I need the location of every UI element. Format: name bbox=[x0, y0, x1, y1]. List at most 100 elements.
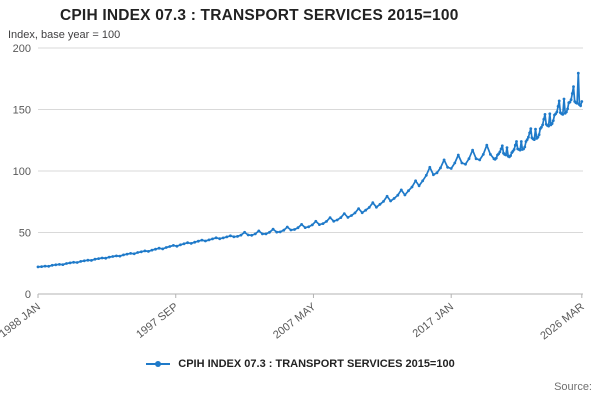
series-point-marker bbox=[147, 250, 150, 253]
series-point-marker bbox=[562, 97, 566, 101]
series-point-marker bbox=[527, 135, 530, 139]
series-point-marker bbox=[464, 162, 467, 166]
series-point-marker bbox=[61, 263, 65, 266]
series-point-marker bbox=[399, 188, 403, 192]
series-point-marker bbox=[90, 259, 93, 262]
series-point-marker bbox=[499, 147, 503, 151]
series-point-marker bbox=[467, 157, 471, 161]
series-point-marker bbox=[513, 143, 517, 147]
source-label: Source: bbox=[554, 381, 592, 393]
series-point-marker bbox=[396, 193, 400, 197]
series-point-marker bbox=[50, 263, 54, 267]
series-point-marker bbox=[293, 228, 296, 231]
series-point-marker bbox=[540, 125, 543, 129]
series-point-marker bbox=[196, 239, 200, 243]
series-point-marker bbox=[211, 237, 214, 241]
series-point-marker bbox=[257, 229, 261, 233]
series-point-marker bbox=[572, 85, 575, 89]
series-point-marker bbox=[561, 113, 565, 116]
series-point-marker bbox=[580, 100, 584, 103]
series-point-marker bbox=[570, 92, 574, 95]
series-point-marker bbox=[550, 122, 554, 125]
series-point-marker bbox=[218, 237, 222, 241]
series-point-marker bbox=[72, 260, 75, 264]
series-point-marker bbox=[125, 252, 129, 256]
series-point-marker bbox=[289, 228, 293, 232]
series-point-marker bbox=[300, 223, 303, 226]
series-point-marker bbox=[75, 261, 79, 264]
x-tick-label: 1997 SEP bbox=[134, 301, 180, 341]
series-point-marker bbox=[36, 265, 40, 269]
series-point-marker bbox=[143, 249, 147, 253]
series-point-marker bbox=[449, 167, 453, 170]
series-point-marker bbox=[221, 236, 225, 240]
series-point-marker bbox=[518, 148, 522, 152]
series-point-marker bbox=[579, 104, 582, 108]
series-point-marker bbox=[278, 230, 282, 234]
series-point-marker bbox=[414, 179, 417, 183]
series-point-marker bbox=[576, 71, 580, 75]
series-point-marker bbox=[534, 127, 537, 131]
series-point-marker bbox=[389, 199, 392, 203]
series-point-marker bbox=[367, 206, 371, 209]
series-point-marker bbox=[432, 173, 435, 177]
series-point-marker bbox=[285, 225, 289, 229]
series-point-marker bbox=[547, 124, 550, 128]
series-point-marker bbox=[375, 205, 378, 209]
series-point-marker bbox=[43, 264, 47, 268]
series-point-marker bbox=[225, 235, 229, 239]
series-point-marker bbox=[548, 112, 552, 116]
series-point-marker bbox=[275, 230, 279, 234]
series-point-marker bbox=[65, 262, 68, 265]
series-point-marker bbox=[175, 244, 179, 248]
series-point-marker bbox=[428, 165, 432, 169]
series-point-marker bbox=[505, 146, 509, 149]
series-point-marker bbox=[139, 250, 143, 254]
series-point-marker bbox=[200, 238, 204, 242]
series-point-marker bbox=[339, 216, 343, 220]
series-point-marker bbox=[136, 251, 140, 254]
series-line bbox=[37, 72, 583, 268]
series-point-marker bbox=[303, 226, 307, 230]
series-point-marker bbox=[500, 144, 504, 148]
series-point-marker bbox=[353, 211, 357, 215]
series-point-marker bbox=[407, 189, 410, 193]
series-point-marker bbox=[229, 234, 232, 238]
series-point-marker bbox=[68, 261, 72, 265]
series-point-marker bbox=[529, 127, 533, 130]
series-point-marker bbox=[243, 230, 247, 234]
series-point-marker bbox=[111, 255, 115, 258]
series-point-marker bbox=[525, 138, 529, 141]
series-point-marker bbox=[318, 223, 321, 227]
series-point-marker bbox=[424, 173, 428, 177]
series-point-marker bbox=[325, 220, 328, 223]
series-point-marker bbox=[474, 157, 478, 161]
series-point-marker bbox=[79, 260, 83, 263]
chart-legend: CPIH INDEX 07.3 : TRANSPORT SERVICES 201… bbox=[0, 358, 600, 370]
series-point-marker bbox=[551, 119, 555, 122]
series-point-marker bbox=[543, 113, 547, 116]
series-point-marker bbox=[58, 263, 61, 266]
series-point-marker bbox=[214, 236, 218, 240]
series-point-marker bbox=[435, 171, 439, 175]
series-point-marker bbox=[172, 244, 175, 247]
series-point-marker bbox=[193, 240, 197, 244]
series-point-marker bbox=[321, 222, 325, 226]
series-point-marker bbox=[204, 239, 207, 243]
series-point-marker bbox=[453, 161, 457, 165]
series-point-marker bbox=[150, 248, 154, 252]
series-point-marker bbox=[498, 150, 502, 154]
series-point-marker bbox=[332, 219, 336, 223]
y-tick-label: 50 bbox=[19, 228, 31, 240]
series-point-marker bbox=[442, 158, 446, 162]
series-point-marker bbox=[296, 226, 300, 230]
series-point-marker bbox=[264, 232, 268, 236]
series-point-marker bbox=[310, 223, 314, 227]
series-point-marker bbox=[271, 227, 275, 231]
legend-line-marker-icon bbox=[146, 361, 171, 367]
chart-plot-area: 0 50 100 150 200 1988 JAN 1997 SEP 2007 MAY 2017… bbox=[0, 43, 587, 342]
y-tick-label: 0 bbox=[25, 289, 31, 301]
series-point-marker bbox=[371, 201, 375, 205]
series-point-marker bbox=[537, 133, 541, 137]
x-tick-label: 2007 MAY bbox=[271, 301, 319, 342]
